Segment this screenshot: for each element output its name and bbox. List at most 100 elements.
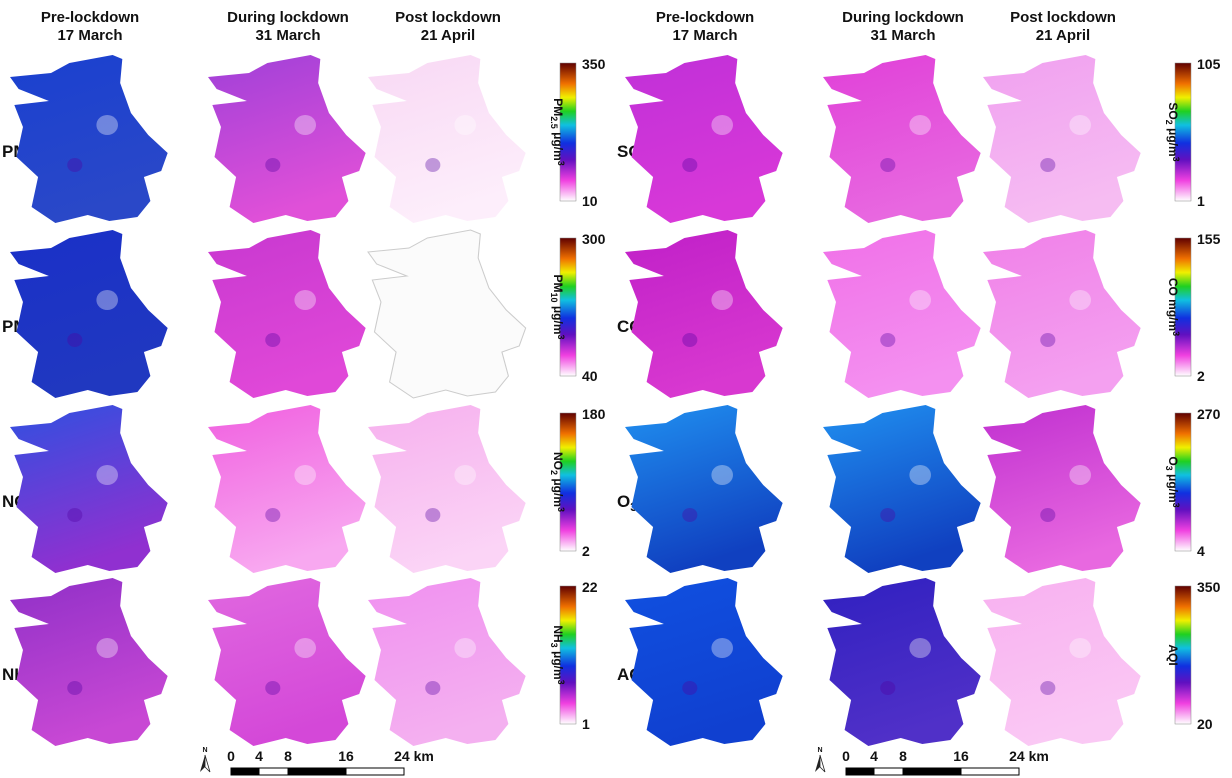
scale-label: 8 bbox=[899, 748, 907, 764]
scale-segment bbox=[231, 768, 259, 775]
hotspot bbox=[880, 681, 895, 695]
column-date: 17 March bbox=[57, 27, 122, 44]
scale-label: 16 bbox=[338, 748, 354, 764]
map bbox=[823, 578, 981, 746]
north-arrow bbox=[820, 755, 825, 772]
colorbar-max: 180 bbox=[582, 406, 606, 422]
colorbar-max: 300 bbox=[582, 231, 606, 247]
colorbar-min: 2 bbox=[1197, 368, 1205, 384]
unit-sup: 3 bbox=[556, 161, 566, 166]
colorbar-unit: NH3 μg/m3 bbox=[549, 625, 566, 684]
unit-part: NH bbox=[551, 625, 565, 642]
unit-part: SO bbox=[1166, 102, 1180, 119]
hotspot bbox=[294, 290, 316, 310]
map bbox=[208, 55, 366, 223]
map-area bbox=[10, 230, 168, 398]
hotspot bbox=[294, 638, 316, 658]
scale-segment bbox=[846, 768, 874, 775]
colorbar-unit: SO2 μg/m3 bbox=[1164, 102, 1181, 161]
map bbox=[983, 578, 1141, 746]
hotspot bbox=[880, 333, 895, 347]
colorbar-min: 1 bbox=[582, 716, 590, 732]
colorbar-max: 22 bbox=[582, 579, 598, 595]
map bbox=[625, 405, 783, 573]
hotspot bbox=[454, 465, 476, 485]
column-title: During lockdown bbox=[227, 9, 349, 26]
scale-label: 4 bbox=[255, 748, 263, 764]
hotspot bbox=[67, 508, 82, 522]
hotspot bbox=[1069, 115, 1091, 135]
map bbox=[823, 55, 981, 223]
unit-part: μg/m bbox=[1166, 125, 1180, 157]
colorbar-min: 40 bbox=[582, 368, 598, 384]
colorbar-max: 105 bbox=[1197, 56, 1221, 72]
unit-sup: 3 bbox=[556, 680, 566, 685]
scale-segment bbox=[903, 768, 961, 775]
north-label: N bbox=[202, 747, 207, 754]
column-date: 21 April bbox=[421, 27, 475, 44]
hotspot bbox=[1040, 681, 1055, 695]
hotspot bbox=[96, 638, 118, 658]
hotspot bbox=[67, 681, 82, 695]
hotspot bbox=[909, 465, 931, 485]
colorbar-min: 2 bbox=[582, 543, 590, 559]
north-arrow bbox=[200, 755, 205, 772]
map bbox=[823, 230, 981, 398]
unit-part: O bbox=[1166, 456, 1180, 465]
map bbox=[208, 578, 366, 746]
map-area bbox=[10, 405, 168, 573]
scale-label: 16 bbox=[953, 748, 969, 764]
scale-label: 4 bbox=[870, 748, 878, 764]
hotspot bbox=[96, 290, 118, 310]
map bbox=[10, 405, 168, 573]
hotspot bbox=[909, 638, 931, 658]
row-label-base: O bbox=[617, 492, 630, 511]
map-area bbox=[208, 405, 366, 573]
map bbox=[10, 230, 168, 398]
colorbar-max: 270 bbox=[1197, 406, 1221, 422]
hotspot bbox=[909, 115, 931, 135]
map bbox=[823, 405, 981, 573]
hotspot bbox=[1069, 465, 1091, 485]
figure: Pre-lockdown17 MarchDuring lockdown31 Ma… bbox=[0, 0, 1232, 778]
map bbox=[368, 405, 526, 573]
map bbox=[625, 230, 783, 398]
hotspot bbox=[265, 681, 280, 695]
scale-segment bbox=[346, 768, 404, 775]
colorbar-unit: PM2.5 μg/m3 bbox=[549, 98, 566, 166]
north-arrow bbox=[205, 755, 210, 772]
colorbar-max: 155 bbox=[1197, 231, 1221, 247]
column-date: 17 March bbox=[672, 27, 737, 44]
colorbar-min: 1 bbox=[1197, 193, 1205, 209]
unit-part: μg/m bbox=[551, 302, 565, 334]
hotspot bbox=[1040, 333, 1055, 347]
map bbox=[983, 405, 1141, 573]
hotspot bbox=[711, 115, 733, 135]
map-area bbox=[10, 55, 168, 223]
map-area bbox=[983, 55, 1141, 223]
column-title: Post lockdown bbox=[395, 9, 501, 26]
map-area bbox=[625, 578, 783, 746]
unit-sup: 3 bbox=[556, 335, 566, 340]
unit-sub: 10 bbox=[549, 292, 559, 302]
scale-label: 24 km bbox=[394, 748, 434, 764]
map-area bbox=[625, 405, 783, 573]
map-area bbox=[983, 230, 1141, 398]
map bbox=[10, 578, 168, 746]
map-area bbox=[983, 578, 1141, 746]
colorbar-max: 350 bbox=[1197, 579, 1221, 595]
unit-sup: 3 bbox=[1171, 331, 1181, 336]
colorbar-unit: CO mg/m3 bbox=[1166, 278, 1181, 336]
map bbox=[983, 55, 1141, 223]
map-area bbox=[983, 405, 1141, 573]
map bbox=[625, 55, 783, 223]
map bbox=[368, 578, 526, 746]
scale-segment bbox=[874, 768, 903, 775]
column-title: During lockdown bbox=[842, 9, 964, 26]
colorbar-unit: AQI bbox=[1166, 644, 1180, 665]
scale-label: 8 bbox=[284, 748, 292, 764]
column-title: Pre-lockdown bbox=[41, 9, 139, 26]
map-area bbox=[208, 230, 366, 398]
scale-segment bbox=[259, 768, 288, 775]
hotspot bbox=[265, 158, 280, 172]
